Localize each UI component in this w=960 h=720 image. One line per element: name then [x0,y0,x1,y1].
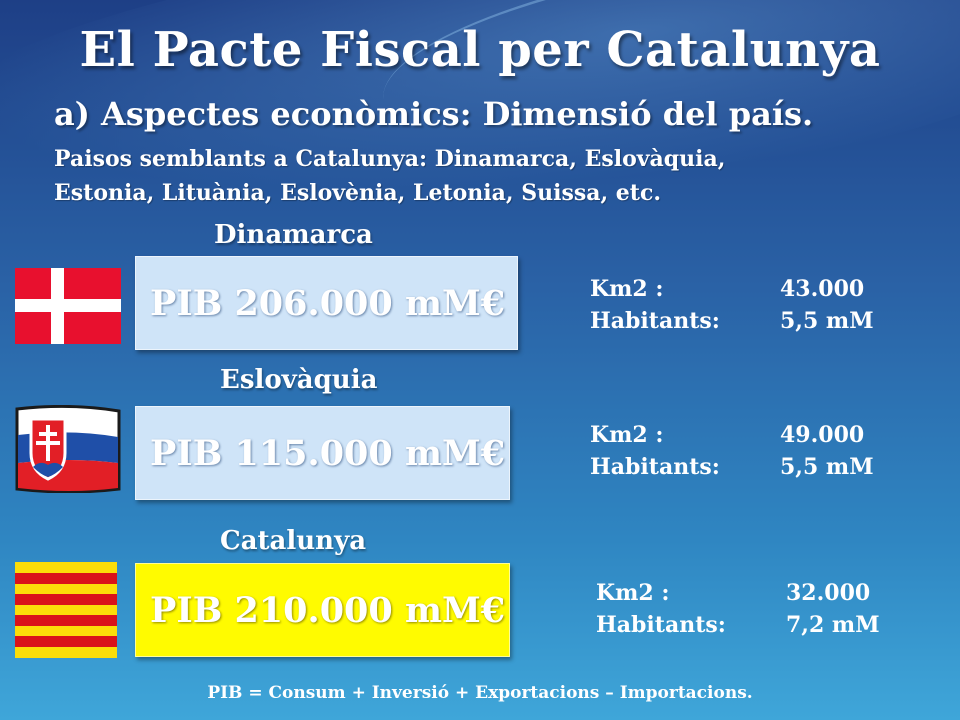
stats-eslovaquia: Km2 : 49.000 Habitants: 5,5 mM [590,419,874,483]
catalonia-flag-icon [15,562,117,658]
habitants-label: Habitants: [596,612,726,638]
km2-label: Km2 : [596,580,670,606]
habitants-label: Habitants: [590,454,720,480]
intro-text: Paisos semblants a Catalunya: Dinamarca,… [54,142,914,210]
slide-subtitle: a) Aspectes econòmics: Dimensió del país… [54,95,814,133]
pib-box-dinamarca: PIB 206.000 mM€ [135,256,518,350]
km2-value: 32.000 [786,580,871,606]
km2-label: Km2 : [590,276,664,302]
habitants-value: 5,5 mM [780,308,874,334]
habitants-value: 5,5 mM [780,454,874,480]
pib-box-eslovaquia: PIB 115.000 mM€ [135,406,510,500]
pib-box-catalunya: PIB 210.000 mM€ [135,563,510,657]
km2-label: Km2 : [590,422,664,448]
denmark-flag-icon [15,268,121,344]
habitants-label: Habitants: [590,308,720,334]
country-label-dinamarca: Dinamarca [214,220,373,250]
km2-value: 43.000 [780,276,865,302]
country-label-eslovaquia: Eslovàquia [220,365,378,395]
intro-line-2: Estonia, Lituània, Eslovènia, Letonia, S… [54,180,661,206]
habitants-value: 7,2 mM [786,612,880,638]
slide-title: El Pacte Fiscal per Catalunya [79,22,881,78]
intro-line-1: Paisos semblants a Catalunya: Dinamarca,… [54,146,726,172]
stats-dinamarca: Km2 : 43.000 Habitants: 5,5 mM [590,273,874,337]
pib-formula-footer: PIB = Consum + Inversió + Exportacions –… [207,683,753,703]
km2-value: 49.000 [780,422,865,448]
country-label-catalunya: Catalunya [220,526,367,556]
stats-catalunya: Km2 : 32.000 Habitants: 7,2 mM [596,577,880,641]
slovakia-flag-icon [15,405,121,493]
